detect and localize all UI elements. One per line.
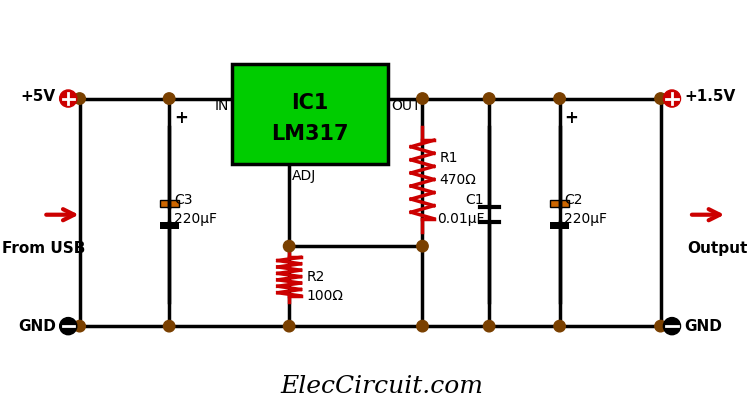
Text: GND: GND [18, 319, 56, 334]
Text: +1.5V: +1.5V [684, 89, 736, 104]
Circle shape [284, 240, 295, 252]
Circle shape [484, 321, 495, 332]
Circle shape [655, 93, 666, 104]
Bar [160, 222, 178, 229]
Text: +: + [174, 109, 188, 127]
Text: IC1: IC1 [292, 93, 328, 113]
Circle shape [284, 321, 295, 332]
Bar [232, 64, 388, 164]
Circle shape [655, 321, 666, 332]
Text: C1: C1 [466, 194, 484, 207]
Circle shape [164, 321, 175, 332]
Text: +: + [564, 109, 578, 127]
Text: ADJ: ADJ [292, 169, 316, 183]
Text: IN: IN [214, 99, 230, 113]
Bar [160, 200, 178, 207]
Text: 100Ω: 100Ω [306, 289, 344, 303]
Text: 470Ω: 470Ω [440, 173, 476, 187]
Bar [550, 200, 569, 207]
Circle shape [664, 90, 680, 107]
Text: +5V: +5V [21, 89, 56, 104]
Circle shape [74, 321, 86, 332]
Text: GND: GND [684, 319, 722, 334]
Text: 220μF: 220μF [564, 212, 608, 227]
Bar [550, 222, 569, 229]
Circle shape [417, 321, 428, 332]
Circle shape [60, 90, 76, 107]
Text: 220μF: 220μF [174, 212, 217, 227]
Text: 0.01μF: 0.01μF [436, 212, 484, 227]
Text: R2: R2 [306, 270, 325, 283]
Bar [160, 200, 178, 207]
Circle shape [417, 93, 428, 104]
Text: C3: C3 [174, 194, 193, 207]
Text: From USB: From USB [2, 240, 86, 255]
Circle shape [60, 318, 76, 335]
Text: R1: R1 [440, 151, 458, 165]
Text: Output: Output [688, 240, 748, 255]
Bar [550, 200, 569, 207]
Text: C2: C2 [564, 194, 583, 207]
Circle shape [74, 93, 86, 104]
Text: LM317: LM317 [272, 124, 349, 144]
Circle shape [554, 321, 566, 332]
Text: OUT: OUT [391, 99, 421, 113]
Circle shape [164, 93, 175, 104]
Circle shape [484, 93, 495, 104]
Text: ElecCircuit.com: ElecCircuit.com [280, 375, 483, 398]
Circle shape [554, 93, 566, 104]
Circle shape [664, 318, 680, 335]
Circle shape [417, 240, 428, 252]
